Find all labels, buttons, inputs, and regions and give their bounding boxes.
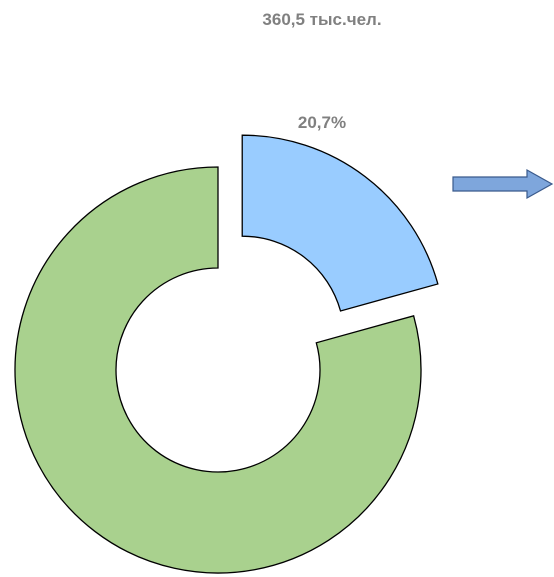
count-label: 360,5 тыс.чел. bbox=[262, 10, 382, 29]
donut-segment bbox=[14, 166, 422, 574]
donut-segment bbox=[241, 134, 439, 312]
arrow bbox=[452, 168, 554, 200]
value-label: 20,7% bbox=[297, 113, 347, 132]
